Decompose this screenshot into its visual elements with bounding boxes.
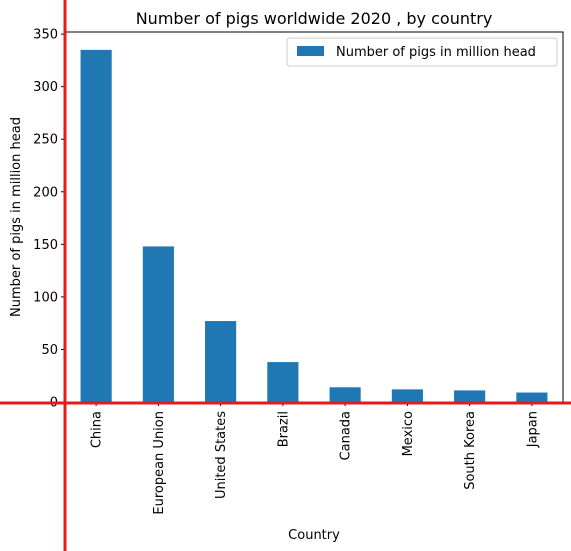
legend-label: Number of pigs in million head [336,45,536,60]
bar-mexico [391,389,423,402]
x-tick-label: South Korea [463,411,478,490]
plot-frame [64,31,564,403]
y-tick-label: 200 [33,185,58,200]
x-axis: China European Union United States Brazil Ca… [90,402,540,515]
chart-title: Number of pigs worldwide 2020 , by count… [136,9,493,28]
legend-box [286,37,558,67]
y-tick-label: 350 [33,28,58,43]
bar-japan [516,392,548,402]
y-tick-label: 150 [33,238,58,253]
x-tick-label: Japan [525,411,540,448]
x-tick-label: Canada [339,411,354,460]
bar-united-states [205,321,237,402]
legend: Number of pigs in million head [286,37,558,67]
x-tick-label: European Union [152,411,167,515]
x-tick-label: Brazil [276,411,291,447]
x-tick-label: Mexico [401,411,416,456]
x-axis-label: Country [288,528,340,543]
bar-south-korea [454,390,486,402]
bar-european-union [142,246,174,402]
legend-swatch [297,46,324,56]
y-tick-label: 50 [41,343,58,358]
y-axis: 050100150200250300350 [33,28,65,411]
y-axis-label: Number of pigs in million head [9,117,24,317]
bar-china [80,49,112,402]
x-tick-label: China [90,411,105,448]
y-tick-label: 100 [33,290,58,305]
x-tick-label: United States [214,411,229,499]
bar-canada [329,387,361,402]
bar-brazil [267,362,299,402]
bars-group [80,49,548,402]
y-tick-label: 300 [33,80,58,95]
y-tick-label: 250 [33,133,58,148]
